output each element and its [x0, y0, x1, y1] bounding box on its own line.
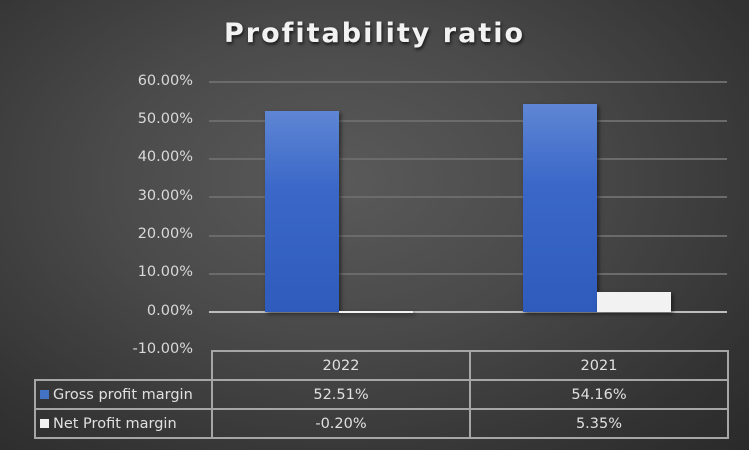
bar-net-2022: [339, 311, 413, 313]
legend-swatch-icon: [40, 389, 49, 399]
legend-swatch-icon: [40, 418, 49, 428]
gridline: [209, 235, 727, 237]
table-cell: 52.51%: [211, 379, 471, 410]
y-tick-label: 50.00%: [137, 111, 193, 127]
data-table-row: Gross profit margin 52.51% 54.16%: [34, 379, 729, 410]
gridline: [209, 81, 727, 83]
y-tick-label: 40.00%: [137, 149, 193, 165]
bar-gross-2021: [523, 104, 597, 312]
data-table: 2022 2021 Gross profit margin 52.51% 54.…: [34, 350, 729, 439]
y-tick-label: 20.00%: [137, 226, 193, 242]
zero-axis-line: [209, 311, 727, 313]
gridline: [209, 158, 727, 160]
series-name: Gross profit margin: [53, 386, 193, 403]
chart-title: Profitability ratio: [223, 18, 526, 49]
category-label: 2022: [211, 350, 471, 381]
y-tick-label: 0.00%: [146, 303, 193, 319]
table-cell: 5.35%: [469, 408, 729, 439]
data-table-row: Net Profit margin -0.20% 5.35%: [34, 408, 729, 439]
bar-gross-2022: [265, 111, 339, 312]
y-tick-label: 10.00%: [137, 264, 193, 280]
y-tick-label: 30.00%: [137, 188, 193, 204]
series-name: Net Profit margin: [53, 415, 177, 432]
gridline: [209, 196, 727, 198]
legend-entry-gross: Gross profit margin: [34, 379, 213, 410]
legend-entry-net: Net Profit margin: [34, 408, 213, 439]
gridline: [209, 120, 727, 122]
table-cell: -0.20%: [211, 408, 471, 439]
y-tick-label: 60.00%: [137, 73, 193, 89]
table-cell: 54.16%: [469, 379, 729, 410]
category-label: 2021: [469, 350, 729, 381]
data-table-header-row: 2022 2021: [35, 350, 729, 381]
data-table-corner: [35, 351, 213, 381]
bar-net-2021: [597, 292, 671, 312]
gridline: [209, 273, 727, 275]
